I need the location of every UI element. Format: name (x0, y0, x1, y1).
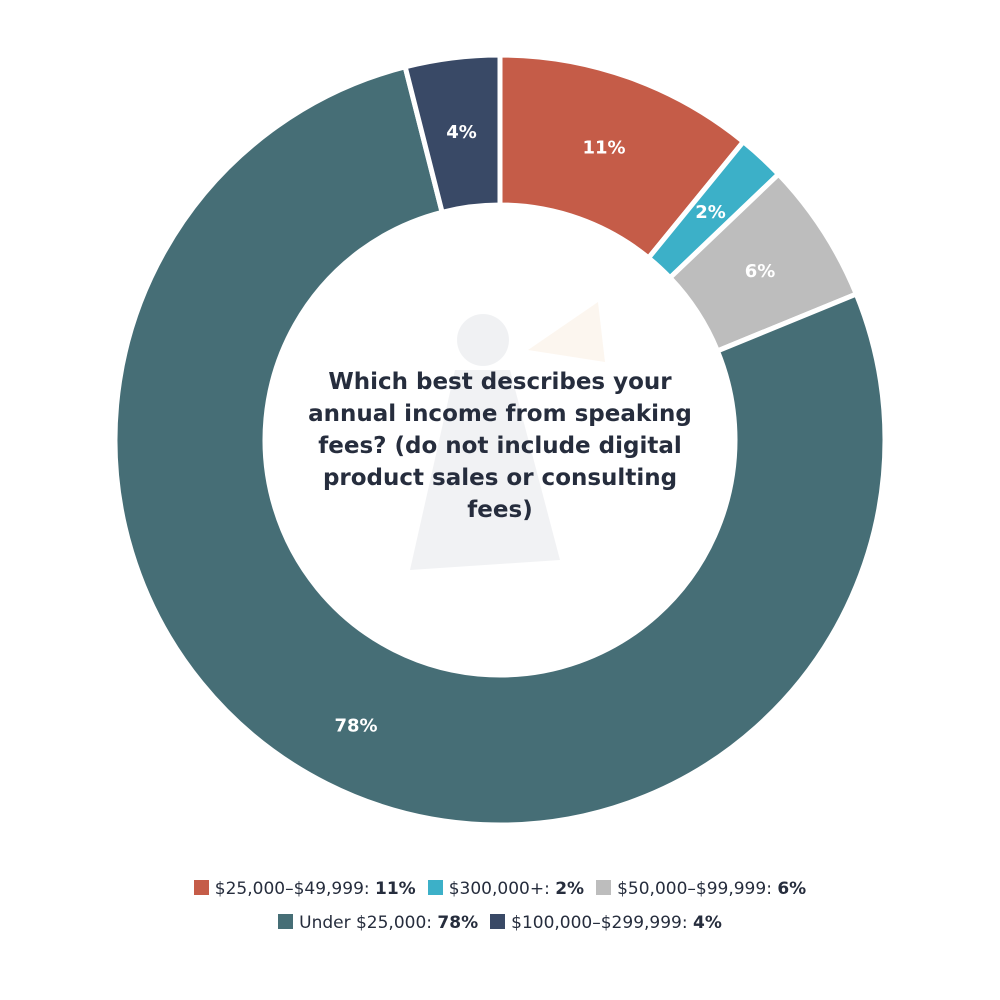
legend-value: 11% (375, 879, 416, 899)
legend: $25,000–$49,999: 11% $300,000+: 2% $50,000… (0, 872, 1000, 940)
slice-label-0: 11% (582, 137, 625, 158)
slice-3 (112, 64, 888, 828)
legend-value: 6% (777, 879, 807, 899)
legend-row: Under $25,000: 78% $100,000–$299,999: 4% (0, 906, 1000, 940)
legend-swatch (278, 914, 294, 929)
slice-label-1: 2% (695, 202, 726, 223)
legend-label: $50,000–$99,999: (617, 879, 778, 899)
slice-4 (402, 52, 503, 215)
slices-group (112, 52, 888, 828)
legend-value: 2% (555, 879, 585, 899)
legend-swatch (193, 880, 209, 895)
legend-label: $100,000–$299,999: (511, 913, 693, 933)
legend-swatch (596, 880, 612, 895)
chart-title: Which best describes your annual income … (308, 369, 692, 523)
slice-label-3: 78% (335, 715, 378, 736)
legend-value: 4% (693, 913, 722, 933)
watermark-logo (410, 302, 605, 570)
legend-label: $300,000+: (448, 879, 556, 899)
slice-label-4: 4% (446, 122, 477, 143)
legend-row: $25,000–$49,999: 11% $300,000+: 2% $50,000… (0, 872, 1000, 906)
legend-label: $25,000–$49,999: (214, 879, 376, 899)
slice-labels-group: 11% 2% 6% 78% 4% (335, 122, 776, 736)
slice-label-2: 6% (745, 261, 776, 282)
legend-item: $300,000+: 2% (427, 872, 585, 906)
legend-item: $25,000–$49,999: 11% (193, 872, 416, 906)
legend-label: Under $25,000: (299, 913, 438, 933)
legend-item: $50,000–$99,999: 6% (596, 872, 806, 906)
legend-swatch (427, 880, 443, 895)
legend-item: $100,000–$299,999: 4% (490, 906, 722, 940)
legend-value: 78% (437, 913, 479, 933)
legend-item: Under $25,000: 78% (278, 906, 478, 940)
legend-swatch (490, 914, 506, 929)
